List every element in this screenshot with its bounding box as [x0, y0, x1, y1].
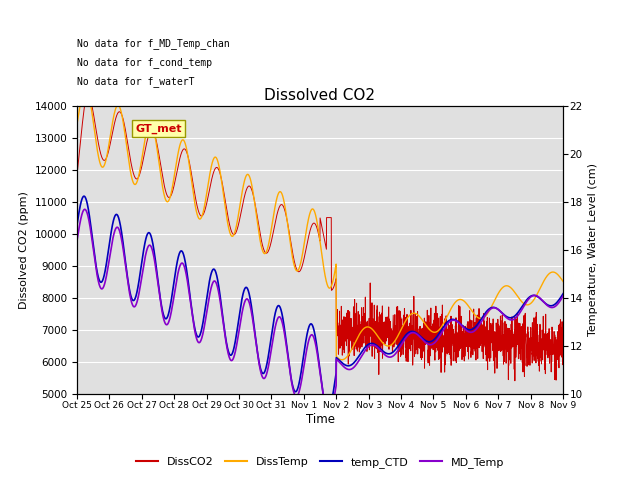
Text: No data for f_MD_Temp_chan: No data for f_MD_Temp_chan: [77, 38, 230, 49]
X-axis label: Time: Time: [305, 413, 335, 426]
Text: No data for f_waterT: No data for f_waterT: [77, 76, 195, 87]
Text: GT_met: GT_met: [135, 123, 182, 134]
Y-axis label: Dissolved CO2 (ppm): Dissolved CO2 (ppm): [19, 191, 29, 309]
Legend: DissCO2, DissTemp, temp_CTD, MD_Temp: DissCO2, DissTemp, temp_CTD, MD_Temp: [131, 452, 509, 472]
Title: Dissolved CO2: Dissolved CO2: [264, 88, 376, 103]
Text: No data for f_cond_temp: No data for f_cond_temp: [77, 57, 212, 68]
Y-axis label: Temperature, Water Level (cm): Temperature, Water Level (cm): [588, 163, 598, 336]
